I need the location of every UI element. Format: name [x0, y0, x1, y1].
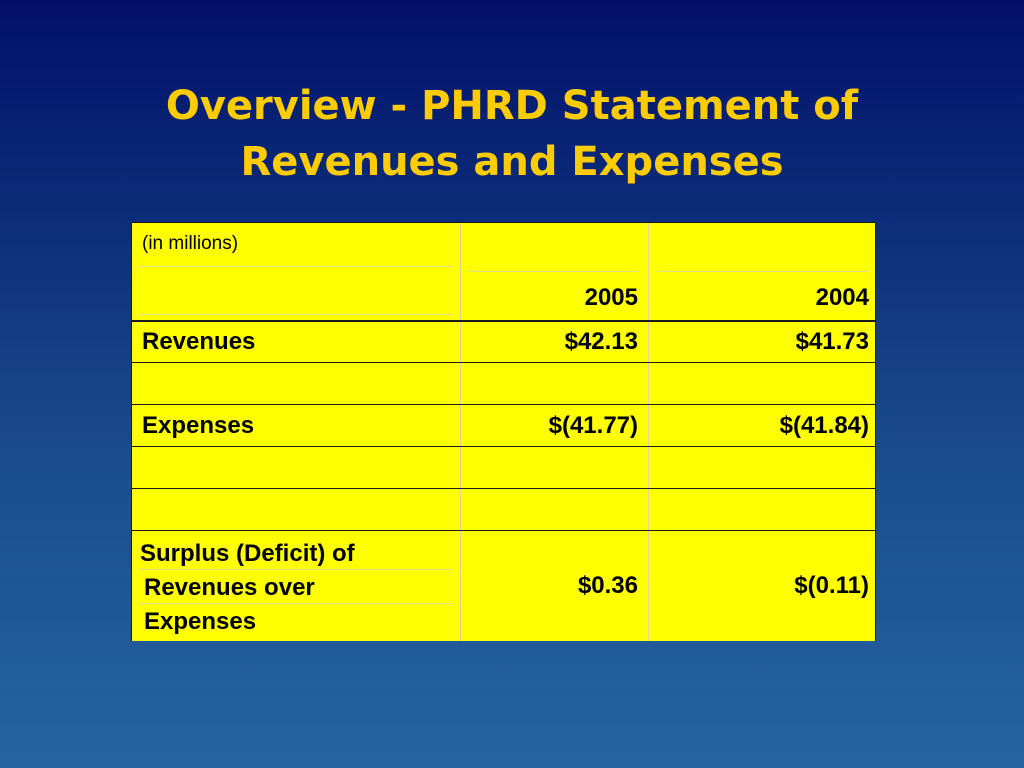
spacer-cell — [460, 447, 644, 488]
column-header-2005: 2005 — [584, 284, 638, 311]
surplus-2004-value: $(0.11) — [648, 531, 875, 641]
revenues-2004-value: $41.73 — [648, 322, 875, 362]
spacer-cell — [648, 489, 875, 530]
surplus-label-line-3: Expenses — [144, 608, 257, 635]
spacer-cell — [648, 363, 875, 404]
spacer-cell — [132, 489, 454, 530]
surplus-2005-value: $0.36 — [460, 531, 644, 641]
table-row-spacer-3 — [132, 488, 875, 530]
surplus-label-line-1: Surplus (Deficit) of — [140, 540, 355, 567]
surplus-label-block: Surplus (Deficit) of Revenues over Expen… — [140, 537, 355, 639]
column-header-2004: 2004 — [815, 284, 869, 311]
financial-statement-table: (in millions) 2005 2004 Revenues $42.13 … — [131, 222, 876, 641]
spacer-cell — [648, 447, 875, 488]
table-row-revenues: Revenues $42.13 $41.73 — [132, 320, 875, 362]
surplus-label-line-2: Revenues over — [144, 574, 315, 601]
expenses-2004-value: $(41.84) — [648, 405, 875, 446]
units-note: (in millions) — [142, 233, 239, 254]
header-cell-2005: 2005 — [460, 223, 644, 320]
slide-title: Overview - PHRD Statement of Revenues an… — [0, 78, 1024, 190]
table-row-surplus: Surplus (Deficit) of Revenues over Expen… — [132, 530, 875, 641]
spacer-cell — [460, 489, 644, 530]
spacer-cell — [460, 363, 644, 404]
table-row-expenses: Expenses $(41.77) $(41.84) — [132, 404, 875, 446]
slide-title-line-2: Revenues and Expenses — [240, 139, 784, 185]
table-row-spacer-2 — [132, 446, 875, 488]
table-row-spacer-1 — [132, 362, 875, 404]
header-label-cell: (in millions) — [132, 223, 454, 320]
expenses-2005-value: $(41.77) — [460, 405, 644, 446]
table-header-row: (in millions) 2005 2004 — [132, 222, 875, 320]
header-cell-2004: 2004 — [648, 223, 875, 320]
row-label-surplus: Surplus (Deficit) of Revenues over Expen… — [132, 531, 454, 641]
row-label-revenues: Revenues — [142, 328, 256, 355]
slide-title-line-1: Overview - PHRD Statement of — [165, 83, 859, 129]
row-label-expenses: Expenses — [142, 411, 255, 439]
revenues-2005-value: $42.13 — [460, 322, 644, 362]
spacer-cell — [132, 447, 454, 488]
spacer-cell — [132, 363, 454, 404]
